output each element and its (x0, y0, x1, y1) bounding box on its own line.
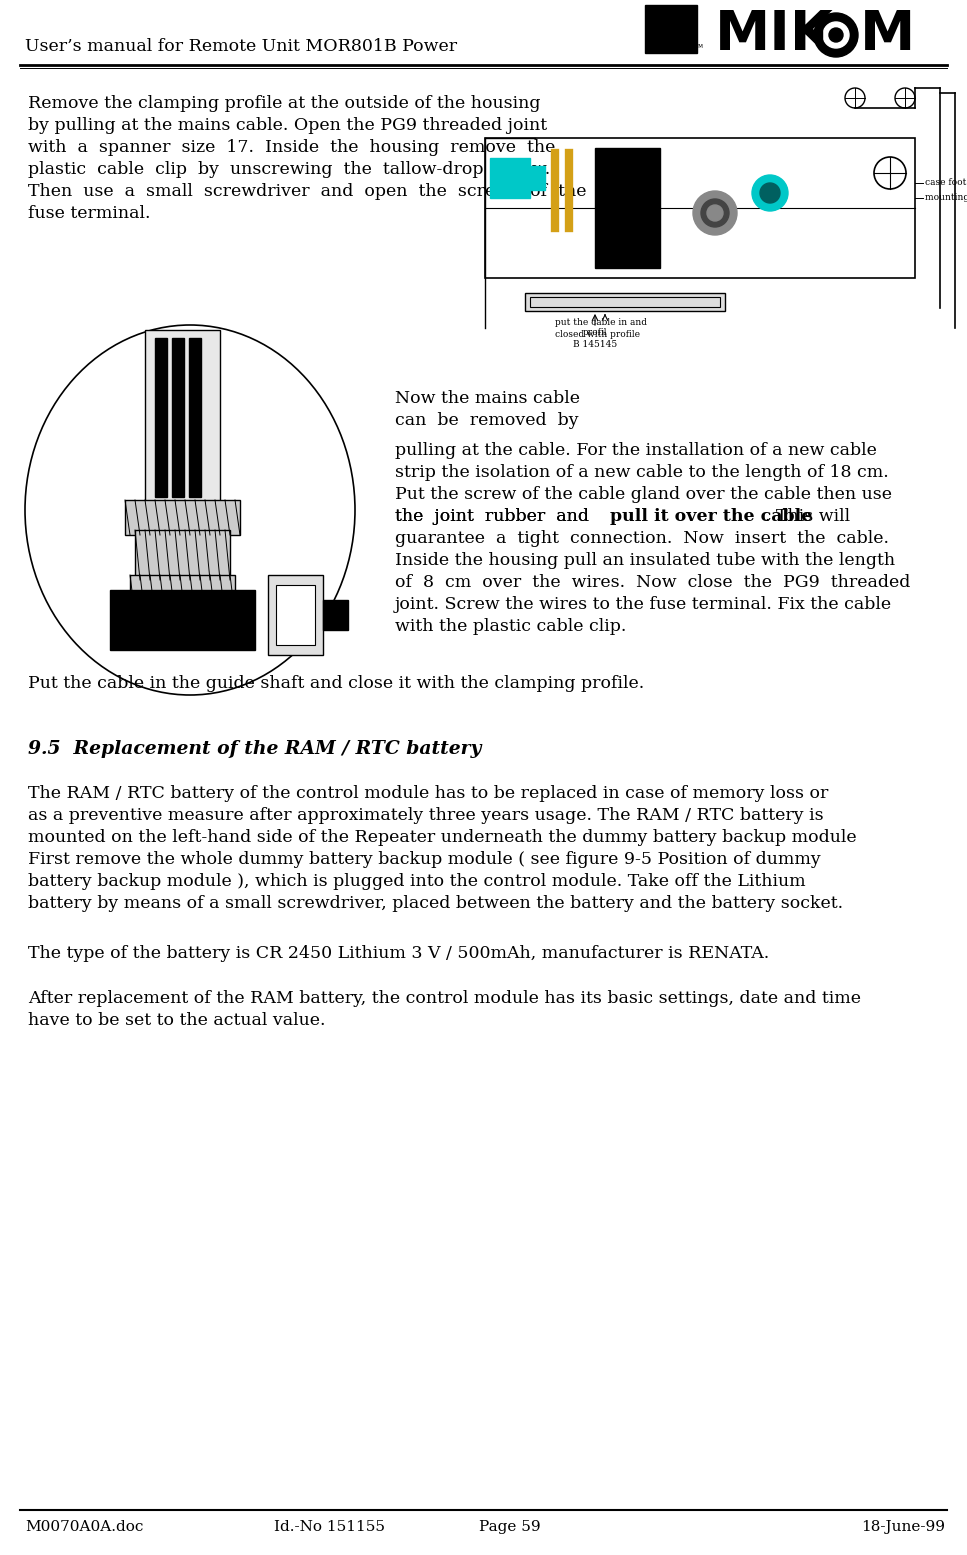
Text: put the cable in and: put the cable in and (555, 319, 647, 327)
Text: ALLEN: ALLEN (658, 19, 685, 28)
Text: with the plastic cable clip.: with the plastic cable clip. (395, 617, 627, 634)
Text: the  joint  rubber  and: the joint rubber and (395, 508, 595, 526)
Text: Inside the housing pull an insulated tube with the length: Inside the housing pull an insulated tub… (395, 552, 895, 569)
Text: can  be  removed  by: can be removed by (395, 412, 578, 429)
Circle shape (707, 205, 723, 221)
Text: TM: TM (695, 44, 703, 50)
Bar (323, 600, 348, 630)
Text: 18-June-99: 18-June-99 (861, 1519, 945, 1533)
Bar (125, 501, 240, 535)
Text: mounting angle: mounting angle (925, 193, 967, 202)
Text: pull it over the cable: pull it over the cable (610, 508, 812, 526)
Text: case foot: case foot (925, 177, 966, 187)
Text: Put the screw of the cable gland over the cable then use: Put the screw of the cable gland over th… (395, 487, 892, 502)
Text: Remove the clamping profile at the outside of the housing: Remove the clamping profile at the outsi… (28, 95, 541, 112)
Text: fuse terminal.: fuse terminal. (28, 205, 151, 222)
Text: The type of the battery is CR 2450 Lithium 3 V / 500mAh, manufacturer is RENATA.: The type of the battery is CR 2450 Lithi… (28, 945, 770, 963)
Text: as a preventive measure after approximately three years usage. The RAM / RTC bat: as a preventive measure after approximat… (28, 807, 824, 824)
Text: by pulling at the mains cable. Open the PG9 threaded joint: by pulling at the mains cable. Open the … (28, 117, 547, 134)
Bar (595, 148, 660, 267)
Text: M0070A0A.doc: M0070A0A.doc (25, 1519, 143, 1533)
Bar (189, 337, 201, 498)
Text: closed with profile: closed with profile (555, 330, 640, 339)
Circle shape (693, 191, 737, 235)
Text: The RAM / RTC battery of the control module has to be replaced in case of memory: The RAM / RTC battery of the control mod… (28, 785, 829, 802)
Circle shape (752, 176, 788, 211)
Circle shape (701, 199, 729, 227)
Text: guarantee  a  tight  connection.  Now  insert  the  cable.: guarantee a tight connection. Now insert… (395, 530, 889, 547)
Text: the  joint  rubber  and: the joint rubber and (395, 508, 595, 526)
Text: joint. Screw the wires to the fuse terminal. Fix the cable: joint. Screw the wires to the fuse termi… (395, 596, 893, 613)
Bar (155, 337, 167, 498)
Text: . This will: . This will (765, 508, 850, 526)
Text: have to be set to the actual value.: have to be set to the actual value. (28, 1012, 326, 1029)
Text: Id.-No 151155: Id.-No 151155 (275, 1519, 386, 1533)
Bar (485, 138, 915, 278)
Polygon shape (814, 30, 822, 40)
Bar (268, 575, 323, 655)
Text: User’s manual for Remote Unit MOR801B Power: User’s manual for Remote Unit MOR801B Po… (25, 37, 457, 54)
Text: profil: profil (583, 328, 607, 337)
Text: of  8  cm  over  the  wires.  Now  close  the  PG9  threaded: of 8 cm over the wires. Now close the PG… (395, 574, 910, 591)
Text: Now the mains cable: Now the mains cable (395, 390, 580, 407)
Text: MIK: MIK (715, 8, 834, 62)
Text: battery backup module ), which is plugged into the control module. Take off the : battery backup module ), which is plugge… (28, 872, 806, 889)
Bar (145, 330, 220, 505)
Text: battery by means of a small screwdriver, placed between the battery and the batt: battery by means of a small screwdriver,… (28, 896, 843, 911)
Bar (645, 5, 697, 53)
Bar (276, 585, 315, 645)
Bar (135, 530, 230, 580)
Bar (130, 575, 235, 614)
Text: Then  use  a  small  screwdriver  and  open  the  screws  of  the: Then use a small screwdriver and open th… (28, 183, 587, 201)
Circle shape (814, 12, 858, 58)
Text: Put the cable in the guide shaft and close it with the clamping profile.: Put the cable in the guide shaft and clo… (28, 675, 644, 692)
Circle shape (823, 22, 849, 48)
Circle shape (760, 183, 780, 204)
Text: strip the isolation of a new cable to the length of 18 cm.: strip the isolation of a new cable to th… (395, 463, 889, 480)
Text: mounted on the left-hand side of the Repeater underneath the dummy battery backu: mounted on the left-hand side of the Rep… (28, 829, 857, 846)
Bar (110, 589, 255, 650)
Bar (525, 292, 725, 311)
Text: Page 59: Page 59 (480, 1519, 541, 1533)
Text: pulling at the cable. For the installation of a new cable: pulling at the cable. For the installati… (395, 442, 877, 459)
Text: M: M (860, 8, 915, 62)
Text: TELECOM: TELECOM (651, 31, 691, 40)
Text: After replacement of the RAM battery, the control module has its basic settings,: After replacement of the RAM battery, th… (28, 991, 861, 1008)
Bar (172, 337, 184, 498)
Bar (530, 297, 720, 306)
Text: B 145145: B 145145 (572, 341, 617, 348)
Text: with  a  spanner  size  17.  Inside  the  housing  remove  the: with a spanner size 17. Inside the housi… (28, 138, 555, 156)
Bar (530, 166, 545, 190)
Text: plastic  cable  clip  by  unscrewing  the  tallow-drop  screw.: plastic cable clip by unscrewing the tal… (28, 162, 550, 177)
Circle shape (829, 28, 843, 42)
Bar (490, 159, 530, 197)
Text: 9.5  Replacement of the RAM / RTC battery: 9.5 Replacement of the RAM / RTC battery (28, 740, 482, 757)
Text: First remove the whole dummy battery backup module ( see figure 9-5 Position of : First remove the whole dummy battery bac… (28, 851, 821, 868)
